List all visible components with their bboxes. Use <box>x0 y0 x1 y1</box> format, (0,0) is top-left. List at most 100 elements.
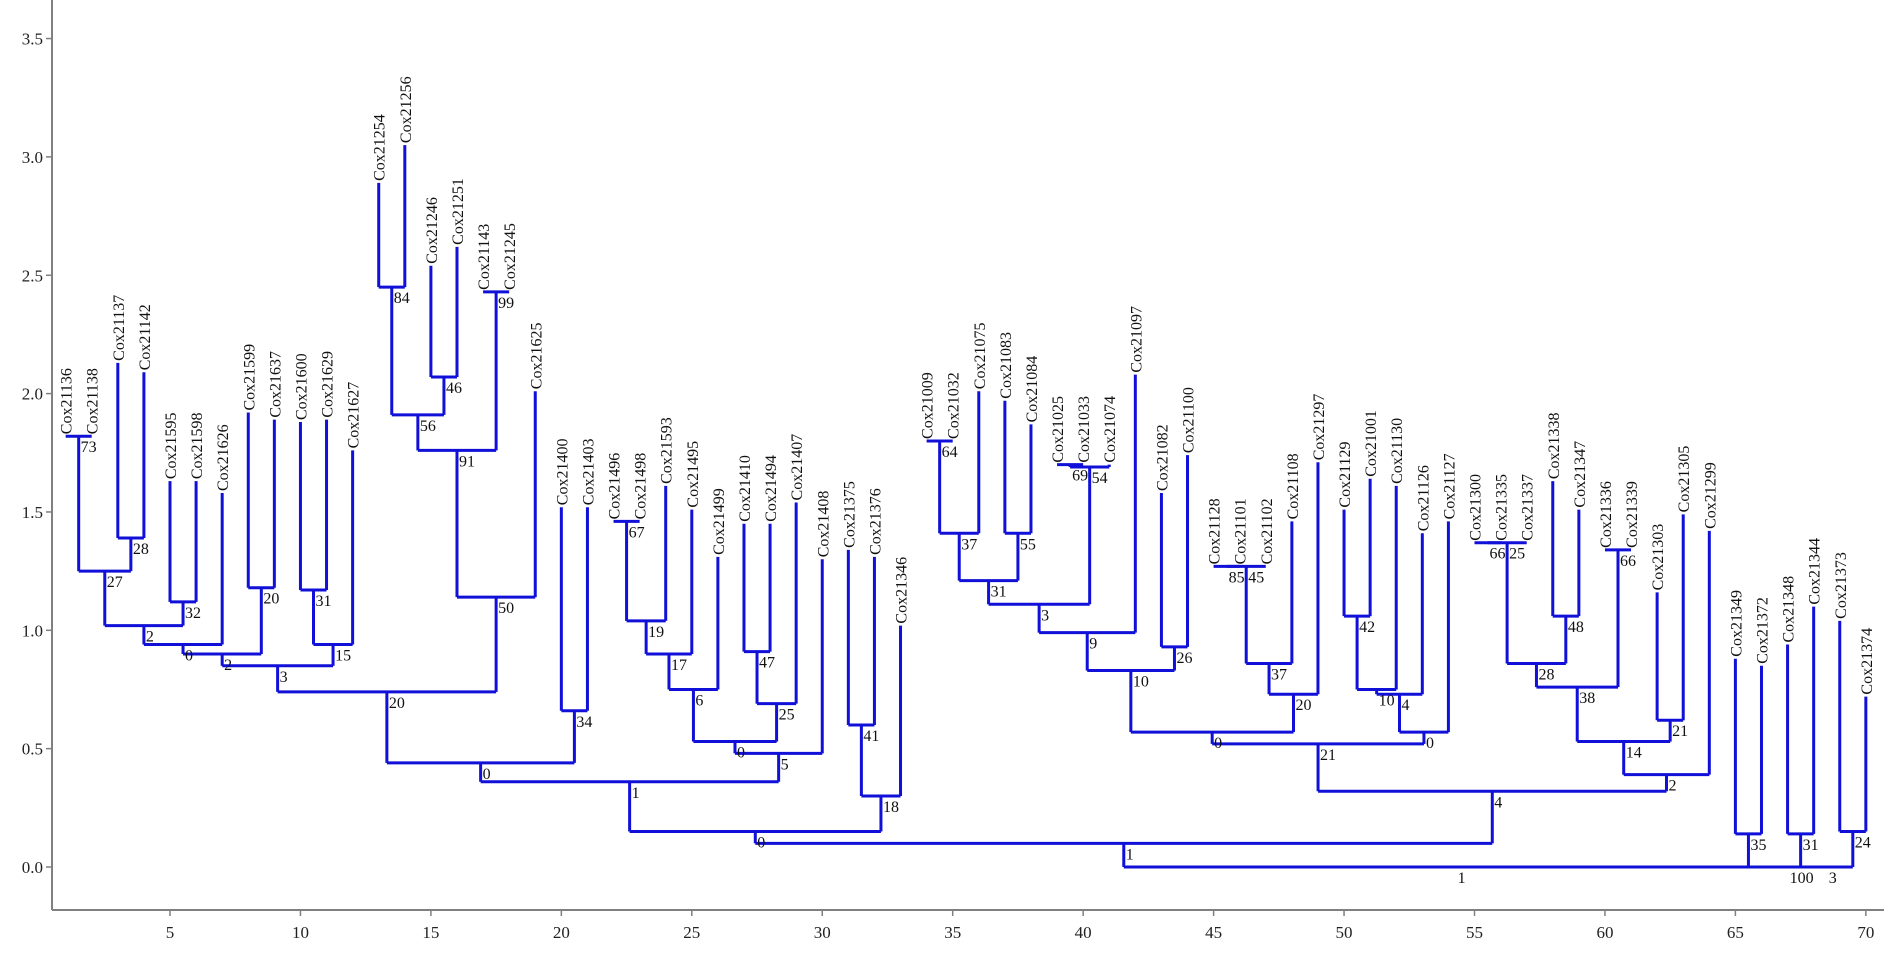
node-support-label: 73 <box>81 439 97 456</box>
x-tick-label: 65 <box>1727 923 1744 942</box>
node-support-label: 42 <box>1359 619 1375 636</box>
leaf-label: Cox21299 <box>1702 462 1719 529</box>
x-tick-label: 10 <box>292 923 309 942</box>
node-support-label: 1 <box>1126 846 1134 863</box>
leaf-label: Cox21410 <box>737 455 754 522</box>
node-support-label: 6 <box>695 692 703 709</box>
leaf-label: Cox21246 <box>424 197 441 264</box>
node-support-label: 41 <box>863 728 879 745</box>
x-tick-label: 70 <box>1857 923 1874 942</box>
node-support-label: 0 <box>1426 735 1434 752</box>
node-support-label: 37 <box>1271 666 1287 683</box>
leaf-label: Cox21625 <box>528 323 545 390</box>
x-tick-label: 45 <box>1205 923 1222 942</box>
node-support-label: 35 <box>1750 837 1766 854</box>
leaf-label: Cox21346 <box>894 557 911 624</box>
node-support-label: 2 <box>146 629 154 646</box>
node-support-label: 25 <box>1509 546 1525 563</box>
leaf-label: Cox21374 <box>1859 628 1876 695</box>
leaf-label: Cox21251 <box>450 178 467 245</box>
node-support-label: 15 <box>335 648 351 665</box>
leaf-label: Cox21138 <box>85 368 102 434</box>
leaf-label: Cox21595 <box>163 413 180 480</box>
leaf-label: Cox21400 <box>554 439 571 506</box>
node-support-label: 47 <box>759 655 775 672</box>
leaf-label: Cox21254 <box>372 114 389 181</box>
node-support-label: 3 <box>280 669 288 686</box>
node-support-label: 69 <box>1072 468 1088 485</box>
leaf-label: Cox21629 <box>320 351 337 418</box>
leaf-label: Cox21130 <box>1389 418 1406 484</box>
x-tick-label: 5 <box>166 923 175 942</box>
node-support-label: 2 <box>1669 778 1677 795</box>
leaf-label: Cox21403 <box>580 439 597 506</box>
node-support-label: 26 <box>1176 650 1192 667</box>
node-support-label: 66 <box>1620 553 1636 570</box>
node-support-label: 48 <box>1568 619 1584 636</box>
leaf-label: Cox21126 <box>1415 465 1432 531</box>
node-support-label: 0 <box>1214 735 1222 752</box>
node-support-label: 9 <box>1089 636 1097 653</box>
node-support-label: 10 <box>1133 674 1149 691</box>
leaf-label: Cox21598 <box>189 413 206 480</box>
leaf-label: Cox21129 <box>1337 442 1354 508</box>
axes: 0.00.51.01.52.02.53.03.55 10 15 20 25 30 35 40 4… <box>22 0 1884 942</box>
leaf-label: Cox21084 <box>1024 356 1041 423</box>
node-support-label: 14 <box>1626 745 1642 762</box>
y-tick-label: 2.0 <box>22 385 43 404</box>
node-support-label: 3 <box>1041 607 1049 624</box>
leaf-label: Cox21335 <box>1494 474 1511 541</box>
node-support-label: 31 <box>991 584 1007 601</box>
x-tick-label: 40 <box>1075 923 1092 942</box>
node-support-label: 38 <box>1579 690 1595 707</box>
leaf-label: Cox21032 <box>946 372 963 439</box>
node-support-label: 37 <box>961 536 977 553</box>
branches <box>65 145 1868 869</box>
leaf-label: Cox21102 <box>1259 498 1276 564</box>
node-support-label: 31 <box>315 593 331 610</box>
node-support-label: 1 <box>632 785 640 802</box>
x-tick-label: 50 <box>1336 923 1353 942</box>
node-support-label: 28 <box>1538 666 1554 683</box>
leaf-label: Cox21100 <box>1181 387 1198 453</box>
node-support-label: 21 <box>1320 747 1336 764</box>
y-tick-label: 1.5 <box>22 503 43 522</box>
leaf-label: Cox21305 <box>1676 446 1693 513</box>
leaf-label: Cox21082 <box>1154 424 1171 491</box>
node-support-label: 0 <box>483 766 491 783</box>
node-support-label: 100 <box>1790 870 1814 887</box>
leaf-label: Cox21373 <box>1833 552 1850 619</box>
leaf-label: Cox21494 <box>763 455 780 522</box>
leaf-label: Cox21348 <box>1781 576 1798 643</box>
leaf-label: Cox21300 <box>1468 474 1485 541</box>
x-tick-label: 55 <box>1466 923 1483 942</box>
node-support-label: 31 <box>1803 837 1819 854</box>
leaf-label: Cox21074 <box>1102 396 1119 463</box>
node-support-label: 4 <box>1401 697 1409 714</box>
leaf-label: Cox21337 <box>1520 474 1537 541</box>
leaf-label: Cox21407 <box>789 434 806 501</box>
x-tick-label: 25 <box>683 923 700 942</box>
labels: Cox21136 Cox21138 73 Cox21137 Cox21142 28 27 Co… <box>59 76 1876 887</box>
node-support-label: 25 <box>779 707 795 724</box>
leaf-label: Cox21372 <box>1754 597 1771 664</box>
leaf-label: Cox21349 <box>1728 590 1745 657</box>
x-tick-label: 35 <box>944 923 961 942</box>
leaf-label: Cox21245 <box>502 223 519 290</box>
leaf-label: Cox21375 <box>841 481 858 548</box>
node-support-label: 27 <box>107 574 123 591</box>
node-support-label: 20 <box>263 591 279 608</box>
leaf-label: Cox21143 <box>476 224 493 290</box>
leaf-label: Cox21083 <box>998 332 1015 399</box>
node-support-label: 2 <box>224 657 232 674</box>
leaf-label: Cox21344 <box>1807 538 1824 605</box>
node-support-label: 64 <box>942 444 958 461</box>
leaf-label: Cox21009 <box>920 372 937 439</box>
y-tick-label: 3.5 <box>22 30 43 49</box>
node-support-label: 32 <box>185 605 201 622</box>
node-support-label: 19 <box>648 624 664 641</box>
node-support-label: 28 <box>133 541 149 558</box>
leaf-label: Cox21599 <box>241 344 258 411</box>
node-support-label: 5 <box>781 756 789 773</box>
